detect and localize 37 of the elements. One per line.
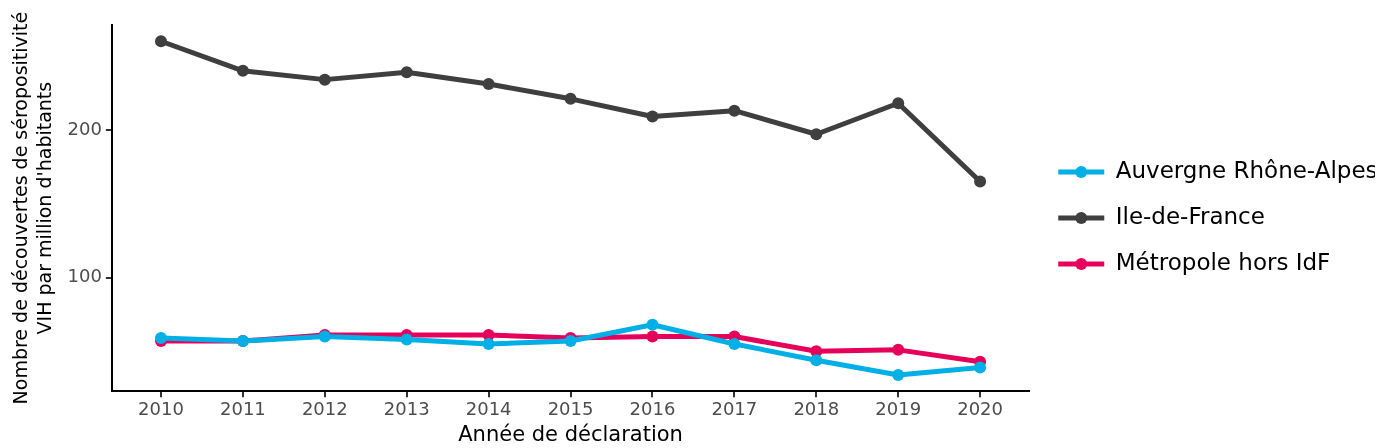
point — [482, 337, 495, 350]
y-tick-label: 200 — [67, 117, 102, 139]
x-tick-label: 2017 — [711, 397, 758, 419]
point — [646, 330, 659, 343]
point — [155, 35, 167, 48]
x-axis-title: Année de déclaration — [458, 421, 683, 446]
point — [974, 175, 987, 188]
x-tick-label: 2018 — [793, 397, 840, 419]
point — [482, 78, 495, 91]
point — [974, 361, 987, 374]
x-tick-label: 2012 — [301, 397, 348, 419]
x-tick-label: 2020 — [957, 397, 1004, 419]
x-tick-label: 2019 — [875, 397, 922, 419]
point — [728, 104, 741, 117]
x-tick-label: 2014 — [465, 397, 512, 419]
point — [728, 337, 741, 350]
y-tick-label: 100 — [67, 265, 102, 287]
point — [646, 110, 659, 123]
point — [892, 368, 905, 381]
legend-label: Métropole hors IdF — [1115, 249, 1331, 276]
point — [810, 128, 823, 141]
point — [564, 92, 577, 105]
legend-label: Ile-de-France — [1115, 203, 1265, 230]
point — [400, 333, 413, 346]
y-axis-title: Nombre de découvertes de séropositivité VIH par million d'habitants — [8, 11, 55, 405]
x-tick-label: 2016 — [629, 397, 676, 419]
x-tick-label: 2010 — [138, 397, 184, 419]
point — [810, 354, 823, 367]
point — [646, 318, 659, 331]
point — [892, 343, 905, 356]
x-tick-label: 2013 — [383, 397, 430, 419]
point — [236, 64, 249, 77]
point — [400, 66, 413, 79]
x-tick-label: 2011 — [220, 397, 266, 419]
point — [318, 73, 331, 86]
point — [892, 97, 905, 110]
x-tick-label: 2015 — [547, 397, 594, 419]
